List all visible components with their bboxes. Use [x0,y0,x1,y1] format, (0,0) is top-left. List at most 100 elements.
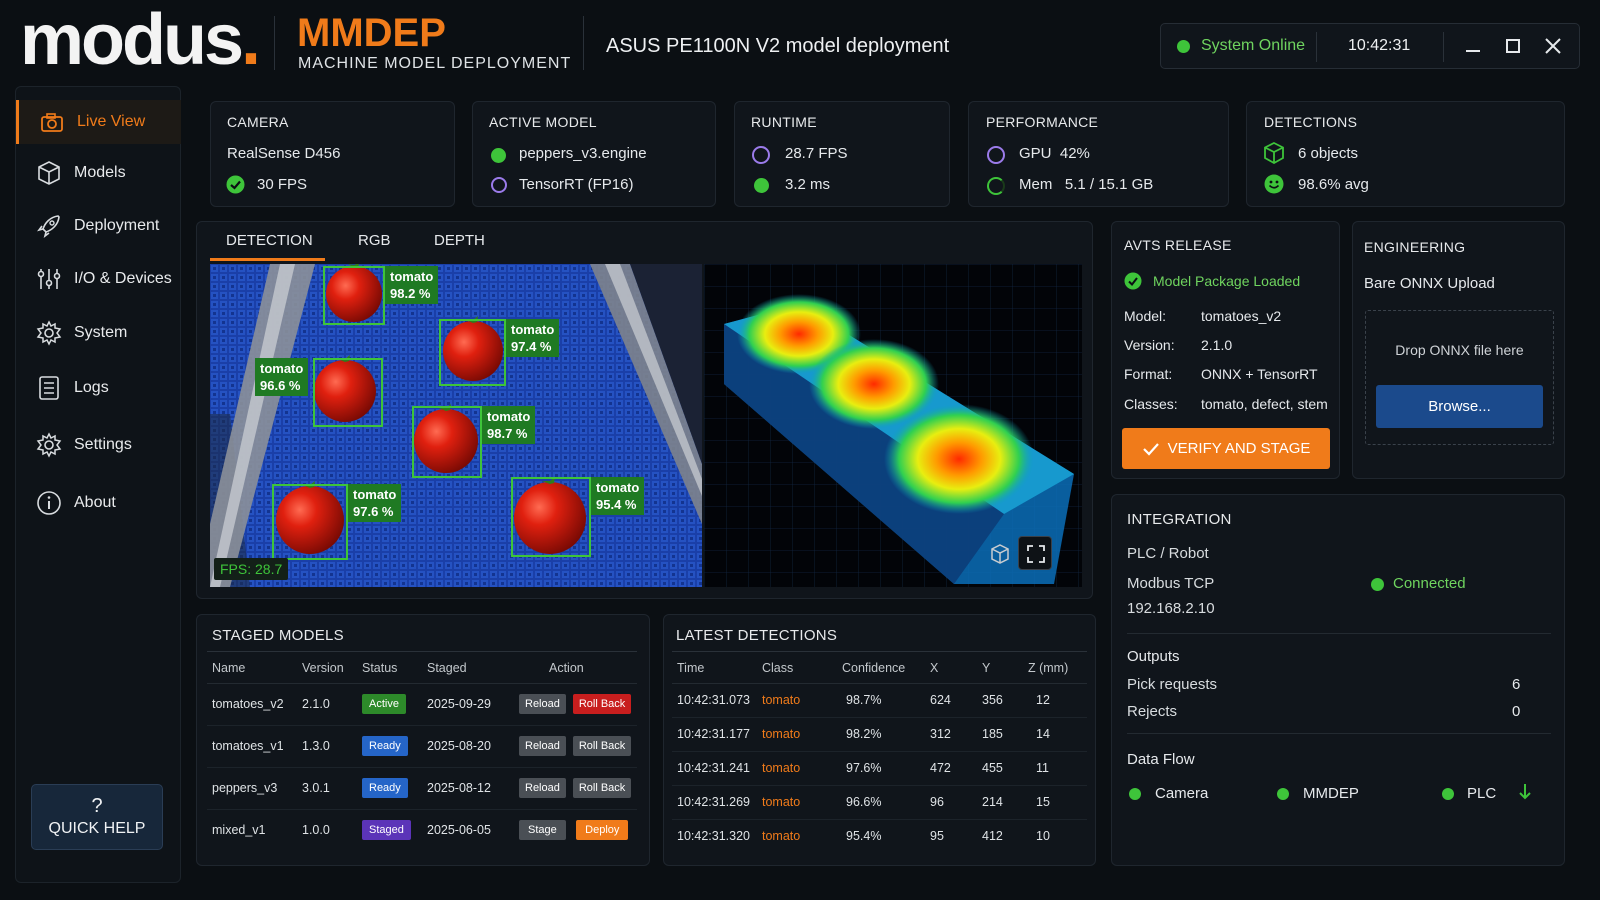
tab-rgb[interactable]: RGB [358,232,391,249]
engineering-panel: ENGINEERING Bare ONNX Upload Drop ONNX f… [1352,221,1565,479]
arrow-down-icon [1519,784,1531,800]
detection-box[interactable] [511,477,591,557]
sidebar-item-label: Deployment [74,217,160,234]
system-status-text: System Online [1201,37,1306,54]
protocol: Modbus TCP [1127,575,1215,592]
deploy-button[interactable]: Deploy [576,820,629,841]
gpu-label: GPU [1019,145,1052,162]
engineering-subtitle: Bare ONNX Upload [1364,275,1495,292]
detection-box[interactable] [412,406,482,478]
verify-and-stage-button[interactable]: VERIFY AND STAGE [1122,428,1330,469]
system-status-bar: System Online 10:42:31 [1160,23,1580,69]
sidebar-item-label: Live View [77,113,146,130]
cell-x: 472 [930,751,982,786]
tab-depth[interactable]: DEPTH [434,232,485,249]
cell-name: mixed_v1 [212,823,266,838]
reload-button[interactable]: Reload [519,694,566,714]
cell-time: 10:42:31.073 [672,683,762,718]
close-button[interactable] [1538,31,1568,61]
card-title: CAMERA [227,114,289,130]
sidebar-item-label: Logs [74,379,109,396]
detection-count: 6 objects [1298,145,1359,162]
cube-icon [36,160,62,186]
panel-title: AVTS RELEASE [1124,237,1232,253]
minimize-icon [1466,50,1480,52]
point-cloud [704,264,1082,587]
divider [1127,733,1551,734]
fullscreen-button[interactable] [1018,536,1052,570]
sidebar-item-about[interactable]: About [16,481,181,525]
status-badge: Active [362,694,406,714]
fps-overlay: FPS: 28.7 [214,558,289,580]
sidebar-item-live-view[interactable]: Live View [16,100,181,144]
panel-title: LATEST DETECTIONS [676,627,838,644]
cell-time: 10:42:31.269 [672,785,762,820]
plc-label: PLC / Robot [1127,545,1209,562]
detection-box[interactable] [439,319,506,386]
reload-button[interactable]: Reload [519,736,566,756]
app-title: MMDEP [297,11,446,55]
cell-z: 15 [1028,785,1087,820]
verify-label: VERIFY AND STAGE [1167,440,1311,457]
reload-button[interactable]: Reload [519,778,566,798]
quick-help-button[interactable]: ? QUICK HELP [31,784,163,850]
rocket-icon [36,213,62,239]
sidebar-item-settings[interactable]: Settings [16,423,181,467]
divider [672,651,1087,652]
device-title: ASUS PE1100N V2 model deployment [606,35,950,57]
mem-label: Mem [1019,176,1053,193]
cell-date: 2025-06-05 [427,823,491,838]
performance-card: PERFORMANCE GPU 42% Mem 5.1 / 15.1 GB [968,101,1229,207]
camera-fps: 30 FPS [257,176,308,193]
flow-node-plc: PLC [1467,785,1497,802]
cell-time: 10:42:31.241 [672,751,762,786]
column-header: Staged [427,653,509,684]
cell-x: 95 [930,829,944,844]
roll-back-button[interactable]: Roll Back [572,778,632,798]
browse-button[interactable]: Browse... [1376,385,1543,428]
gear-icon [36,320,62,346]
runtime-fps: 28.7 FPS [785,145,848,162]
detection-box[interactable] [323,266,385,325]
sidebar-item-deployment[interactable]: Deployment [16,204,181,248]
sidebar-item-system[interactable]: System [16,311,181,355]
minimize-button[interactable] [1458,31,1488,61]
sidebar-item-models[interactable]: Models [16,151,181,195]
cell-x: 624 [930,683,982,718]
roll-back-button[interactable]: Roll Back [572,736,632,756]
header-divider [274,16,275,70]
header-divider [583,16,584,70]
row-key: Classes: [1124,396,1178,412]
cell-class: tomato [762,829,801,844]
active-tab-indicator [210,258,325,261]
model-engine: TensorRT (FP16) [519,176,634,193]
active-model-card: ACTIVE MODEL peppers_v3.engine TensorRT … [472,101,716,207]
fullscreen-icon [1027,545,1045,563]
table-row: 10:42:31.241 tomato 97.6% 472 455 11 [672,751,1087,786]
modus-logo: modus. [20,0,261,80]
stage-button[interactable]: Stage [519,820,566,841]
io-icon [36,266,62,292]
onnx-drop-zone[interactable]: Drop ONNX file here Browse... [1365,310,1554,445]
cell-version: 1.3.0 [302,725,362,768]
staged-models-table: Name Version Status Staged Action tomato… [207,653,637,851]
sidebar-item-logs[interactable]: Logs [16,366,181,410]
maximize-icon [1506,39,1520,53]
cube-icon [1264,142,1284,164]
cube-view-icon[interactable] [990,544,1010,564]
card-title: RUNTIME [751,114,817,130]
cell-y: 412 [982,829,1003,844]
column-header: Confidence [842,653,930,684]
sidebar: Live View Models Deployment I/O & Device… [15,86,181,883]
maximize-button[interactable] [1498,31,1528,61]
roll-back-button[interactable]: Roll Back [572,694,632,714]
sidebar-item-label: I/O & Devices [74,270,172,287]
card-title: PERFORMANCE [986,114,1099,130]
latency-dot [754,178,769,193]
table-row: peppers_v3 3.0.1 Ready 2025-08-12 Reload… [207,767,637,810]
column-header: X [930,653,982,684]
tab-detection[interactable]: DETECTION [226,232,313,249]
sidebar-item-io-devices[interactable]: I/O & Devices [16,257,181,301]
detection-box[interactable] [313,358,383,427]
detection-box[interactable] [272,484,348,560]
